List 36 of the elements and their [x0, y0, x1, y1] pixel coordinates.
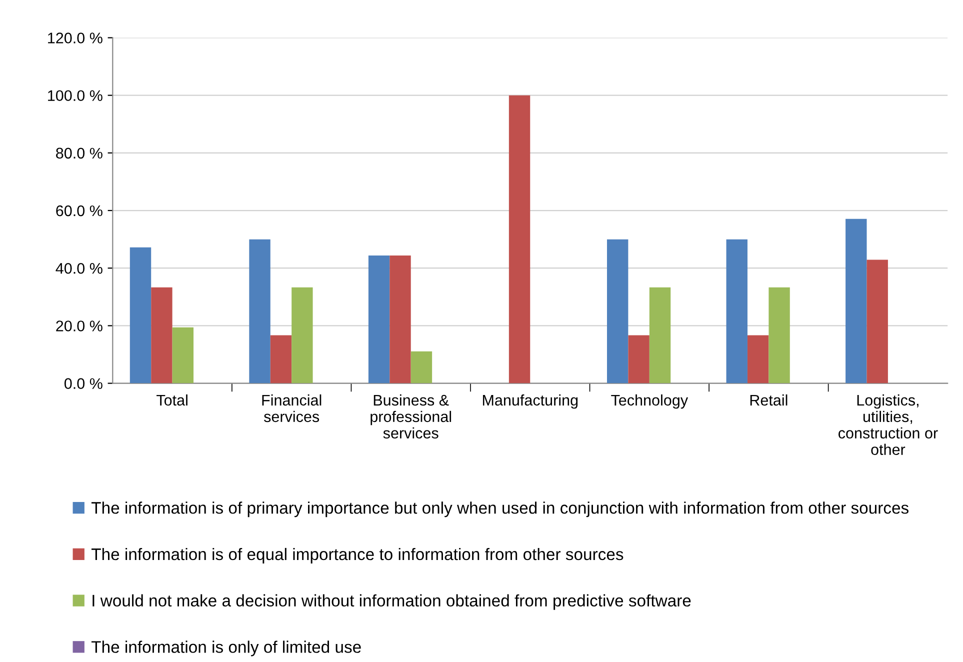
y-tick-label: 80.0 %: [56, 148, 102, 159]
x-tick-label: Retail: [750, 394, 788, 406]
bar: [628, 335, 650, 384]
bar: [866, 260, 888, 384]
x-tick-label: Total: [156, 394, 188, 406]
bar: [768, 287, 790, 384]
bar: [508, 95, 530, 384]
x-tick-label: Financial services: [262, 394, 322, 422]
legend-label: The information is of equal importance to information from other sources: [91, 548, 624, 564]
bar: [606, 239, 628, 384]
bar: [747, 335, 769, 384]
x-tick-label: Technology: [611, 394, 688, 409]
y-tick-label: 0.0 %: [64, 378, 102, 389]
bar: [270, 335, 292, 384]
bar: [846, 218, 867, 384]
bar: [151, 287, 172, 384]
bar: [390, 255, 411, 384]
legend-label: The information is of primary importance but only when used in conjunction with information from other sources: [91, 502, 908, 518]
y-tick-label: 100.0 %: [48, 90, 102, 102]
y-tick-label: 40.0 %: [56, 262, 102, 274]
legend-label: I would not make a decision without information obtained from predictive software: [92, 594, 691, 610]
x-tick-label: Manufacturing: [482, 394, 578, 409]
y-tick-label: 20.0 %: [56, 320, 102, 332]
bar: [292, 287, 313, 384]
legend-label: The information is only of limited use: [91, 640, 361, 656]
bar: [368, 255, 390, 384]
bar: [130, 247, 152, 384]
bar: [410, 351, 432, 384]
bar: [249, 239, 270, 384]
y-tick-label: 60.0 %: [56, 205, 102, 216]
x-tick-label: Logistics, utilities, construction or other: [838, 394, 938, 455]
bar: [172, 327, 194, 384]
bar: [726, 239, 748, 384]
bar: [649, 287, 671, 384]
y-tick-label: 120.0 %: [48, 32, 102, 44]
x-tick-label: Business & professional services: [370, 394, 452, 439]
